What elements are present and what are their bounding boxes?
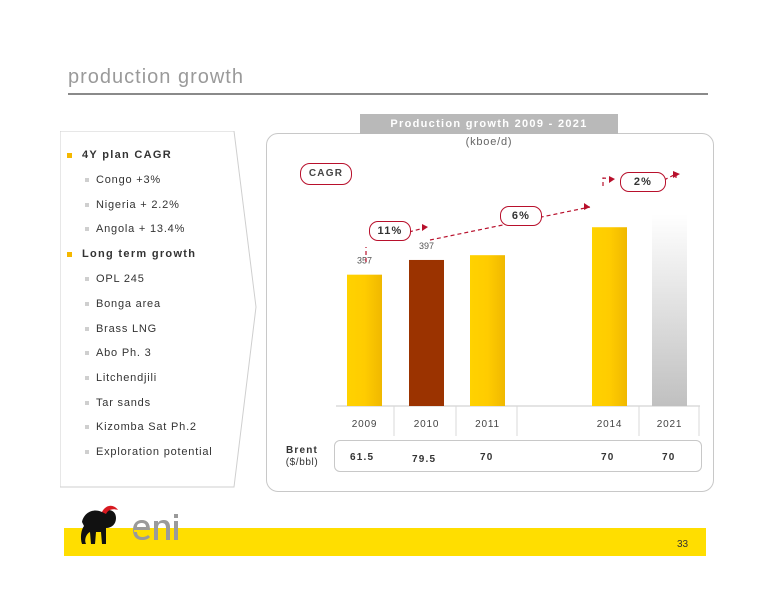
sub-bullet-icon (85, 202, 89, 207)
footer-band (64, 528, 706, 556)
brent-value-2010: 79.5 (412, 454, 437, 465)
sub-bullet-icon (85, 326, 89, 331)
bullet-square-icon (67, 153, 72, 158)
bullet-square-icon (67, 252, 72, 258)
bullet-item: Exploration potential (85, 446, 213, 458)
bullet-item: Kizomba Sat Ph.2 (85, 421, 197, 434)
slide-title: production growth (68, 66, 244, 88)
bullet-item-text: Tar sands (96, 396, 151, 409)
bullet-panel-frame (60, 131, 257, 488)
bullet-item-text: Kizomba Sat Ph.2 (96, 421, 197, 434)
bullet-item: Congo +3% (85, 174, 161, 186)
brent-value-2009: 61.5 (350, 452, 375, 463)
bullet-item-text: Exploration potential (96, 446, 213, 458)
sub-bullet-icon (85, 178, 89, 182)
cagr-arrow-path (429, 206, 591, 241)
bullet-item: Litchendjili (85, 371, 157, 384)
sub-bullet-icon (85, 301, 89, 306)
page-number: 33 (677, 539, 689, 550)
six-legged-dog-icon (80, 505, 118, 544)
cagr-badge-2011-2014: 6% (500, 206, 542, 226)
bullet-item-text: Congo +3% (96, 174, 161, 186)
bullet-item: Abo Ph. 3 (85, 347, 152, 360)
bullet-item: Tar sands (85, 396, 151, 409)
bullet-heading: Long term growth (67, 248, 197, 261)
bar-2009 (347, 274, 382, 406)
eni-logo (80, 505, 178, 544)
brent-value-2014: 70 (601, 452, 615, 463)
bullet-heading-text: 4Y plan CAGR (82, 149, 172, 161)
cagr-arrowhead-icon (609, 176, 615, 183)
bullet-item-text: Abo Ph. 3 (96, 347, 152, 360)
cagr-arrowhead-icon (673, 171, 680, 178)
brent-title: Brent (285, 445, 319, 456)
sub-bullet-icon (85, 227, 89, 232)
bullet-heading: 4Y plan CAGR (67, 149, 172, 161)
sub-bullet-icon (85, 351, 89, 356)
bar-data-label: 397 (419, 241, 434, 251)
bullet-item-text: OPL 245 (96, 273, 145, 286)
cagr-badge-2009-2011: 11% (369, 221, 411, 241)
bullet-item-text: Angola + 13.4% (96, 223, 186, 236)
bar-data-label: 357 (357, 256, 372, 266)
sub-bullet-icon (85, 450, 89, 454)
bullet-item-text: Bonga area (96, 297, 161, 310)
bullet-panel: 4Y plan CAGR Congo +3% Nigeria + 2.2% Angol… (60, 131, 257, 488)
sub-bullet-icon (85, 425, 89, 430)
cagr-arrowhead-icon (422, 224, 428, 231)
sub-bullet-icon (85, 375, 89, 380)
bullet-item: Nigeria + 2.2% (85, 198, 180, 211)
bullet-item: Bonga area (85, 297, 161, 310)
cagr-arrowhead-icon (584, 203, 590, 210)
x-tick-label: 2010 (414, 419, 439, 430)
x-tick-label: 2014 (597, 419, 622, 430)
bar-2014 (592, 227, 627, 406)
sub-bullet-icon (85, 400, 89, 405)
x-tick-label: 2011 (475, 419, 500, 430)
brent-value-2011: 70 (480, 452, 494, 463)
bullet-item-text: Brass LNG (96, 322, 157, 335)
brent-label: Brent ($/bbl) (282, 445, 322, 469)
chart-title: Production growth 2009 - 2021 (360, 114, 618, 134)
cagr-badge-2014-2021: 2% (620, 172, 666, 192)
eni-wordmark (133, 514, 178, 540)
bar-2011 (470, 255, 505, 406)
x-tick-label: 2009 (352, 419, 377, 430)
sub-bullet-icon (85, 277, 89, 282)
x-tick-label: 2021 (657, 419, 682, 430)
brent-values-box (334, 440, 702, 472)
bar-2010 (409, 259, 444, 406)
bullet-item: Angola + 13.4% (85, 223, 186, 236)
brent-unit: ($/bbl) (285, 457, 319, 468)
bullet-item: OPL 245 (85, 273, 145, 286)
bullet-item-text: Nigeria + 2.2% (96, 198, 180, 211)
cagr-arrow-path (663, 173, 677, 181)
bar-2021 (652, 213, 687, 406)
brent-value-2021: 70 (662, 452, 676, 463)
cagr-label: CAGR (300, 163, 352, 185)
bullet-item: Brass LNG (85, 322, 157, 335)
bullet-heading-text: Long term growth (82, 248, 197, 261)
bullet-item-text: Litchendjili (96, 371, 157, 384)
title-divider (68, 93, 708, 95)
chart-unit: (kboe/d) (465, 136, 513, 148)
